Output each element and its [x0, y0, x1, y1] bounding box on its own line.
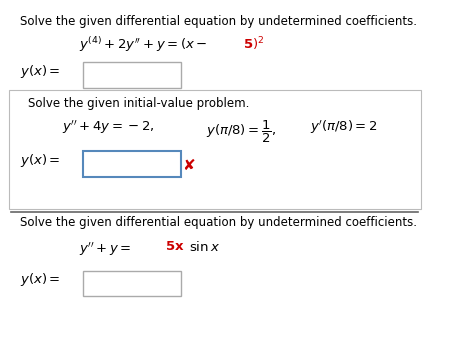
Text: $y^{(4)} + 2y'' + y = (x - $: $y^{(4)} + 2y'' + y = (x - $ [79, 35, 208, 54]
Text: ✘: ✘ [182, 158, 194, 173]
Text: $y'' + y = $: $y'' + y = $ [79, 240, 132, 258]
FancyBboxPatch shape [83, 62, 181, 88]
Text: $y(x) =$: $y(x) =$ [20, 152, 60, 169]
Text: $y(\pi/8) = \dfrac{1}{2},$: $y(\pi/8) = \dfrac{1}{2},$ [206, 119, 276, 145]
Text: $y(x) =$: $y(x) =$ [20, 272, 60, 288]
Text: Solve the given differential equation by undetermined coefficients.: Solve the given differential equation by… [20, 15, 417, 28]
Text: $\mathbf{5})^2$: $\mathbf{5})^2$ [243, 35, 264, 53]
Text: $\sin x$: $\sin x$ [190, 240, 220, 254]
Text: Solve the given initial-value problem.: Solve the given initial-value problem. [28, 97, 250, 110]
FancyBboxPatch shape [83, 271, 181, 296]
Text: $\mathbf{5x}$: $\mathbf{5x}$ [165, 240, 185, 253]
Text: $y'' + 4y = -2,$: $y'' + 4y = -2,$ [62, 119, 155, 136]
Text: Solve the given differential equation by undetermined coefficients.: Solve the given differential equation by… [20, 216, 417, 229]
Text: $y(x) =$: $y(x) =$ [20, 63, 60, 80]
FancyBboxPatch shape [9, 90, 420, 209]
FancyBboxPatch shape [83, 151, 181, 177]
Text: $y'(\pi/8) = 2$: $y'(\pi/8) = 2$ [310, 119, 378, 136]
